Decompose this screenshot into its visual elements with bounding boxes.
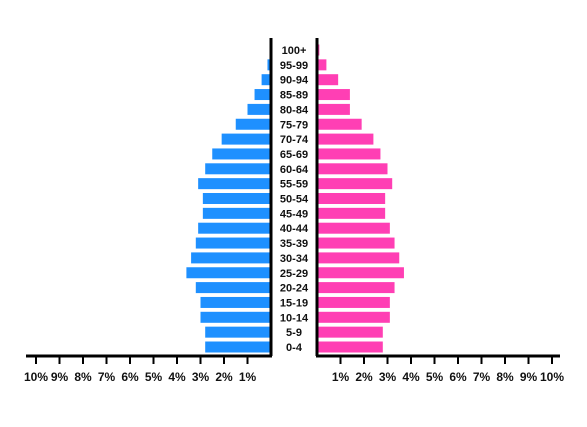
bar-left-65-69	[212, 148, 271, 160]
bar-right-90-94	[317, 74, 339, 86]
age-label-15-19: 15-19	[280, 297, 308, 309]
bar-right-25-29	[317, 267, 404, 279]
bar-left-25-29	[186, 267, 271, 279]
age-label-85-89: 85-89	[280, 90, 308, 102]
bar-right-80-84	[317, 103, 350, 115]
age-label-65-69: 65-69	[280, 149, 308, 161]
age-label-95-99: 95-99	[280, 60, 308, 72]
bar-left-70-74	[221, 133, 271, 145]
tick-label-right-1: 1%	[332, 370, 350, 384]
tick-label-left-9: 9%	[51, 370, 69, 384]
age-label-5-9: 5-9	[286, 327, 302, 339]
axes	[26, 38, 560, 358]
tick-label-right-4: 4%	[402, 370, 420, 384]
bar-right-5-9	[317, 326, 383, 338]
bar-left-10-14	[200, 311, 271, 323]
tick-label-left-1: 1%	[239, 370, 257, 384]
bar-left-55-59	[198, 178, 271, 190]
bar-left-95-99	[267, 59, 271, 71]
age-label-100+: 100+	[282, 45, 307, 57]
bar-left-90-94	[261, 74, 271, 86]
age-label-70-74: 70-74	[280, 134, 309, 146]
age-label-0-4: 0-4	[286, 342, 303, 354]
tick-label-left-8: 8%	[74, 370, 92, 384]
bar-right-20-24	[317, 282, 395, 294]
age-label-55-59: 55-59	[280, 179, 308, 191]
bar-right-70-74	[317, 133, 374, 145]
bar-right-50-54	[317, 193, 386, 204]
bar-left-5-9	[205, 326, 271, 338]
bar-left-15-19	[200, 296, 271, 308]
age-label-40-44: 40-44	[280, 223, 309, 235]
bar-left-75-79	[235, 118, 271, 130]
bar-right-45-49	[317, 207, 386, 219]
tick-label-right-2: 2%	[355, 370, 373, 384]
bar-left-35-39	[195, 237, 271, 249]
bar-right-40-44	[317, 222, 390, 234]
tick-label-left-3: 3%	[192, 370, 210, 384]
bar-right-85-89	[317, 89, 350, 101]
age-label-90-94: 90-94	[280, 75, 309, 87]
age-label-35-39: 35-39	[280, 238, 308, 250]
tick-label-right-6: 6%	[449, 370, 467, 384]
age-label-10-14: 10-14	[280, 312, 309, 324]
tick-label-right-10: 10%	[540, 370, 564, 384]
bar-left-30-34	[191, 252, 271, 264]
bar-left-40-44	[198, 222, 271, 234]
tick-label-right-9: 9%	[520, 370, 538, 384]
age-label-30-34: 30-34	[280, 253, 309, 265]
bar-left-50-54	[202, 193, 271, 204]
bar-right-95-99	[317, 59, 327, 71]
bar-left-20-24	[195, 282, 271, 294]
bar-left-0-4	[205, 341, 271, 353]
tick-label-left-4: 4%	[168, 370, 186, 384]
age-label-80-84: 80-84	[280, 104, 309, 116]
tick-label-right-3: 3%	[379, 370, 397, 384]
bar-right-35-39	[317, 237, 395, 249]
male-bars	[186, 59, 271, 353]
bar-right-15-19	[317, 296, 390, 308]
bar-right-55-59	[317, 178, 393, 190]
bar-left-60-64	[205, 163, 271, 175]
tick-label-left-10: 10%	[24, 370, 48, 384]
age-label-50-54: 50-54	[280, 194, 309, 206]
bar-left-45-49	[202, 207, 271, 219]
age-label-20-24: 20-24	[280, 283, 309, 295]
bar-right-30-34	[317, 252, 400, 264]
bar-right-75-79	[317, 118, 362, 130]
tick-label-right-7: 7%	[473, 370, 491, 384]
age-group-labels: 0-4 5-9 10-14 15-19 20-24 25-29 30-34 35-39 40-4…	[280, 45, 309, 354]
tick-label-left-2: 2%	[215, 370, 233, 384]
age-label-60-64: 60-64	[280, 164, 309, 176]
age-label-45-49: 45-49	[280, 208, 308, 220]
bar-right-65-69	[317, 148, 381, 160]
bar-right-10-14	[317, 311, 390, 323]
bar-left-80-84	[247, 103, 271, 115]
age-label-75-79: 75-79	[280, 119, 308, 131]
bar-right-60-64	[317, 163, 388, 175]
tick-label-right-8: 8%	[496, 370, 514, 384]
bar-left-85-89	[254, 89, 271, 101]
female-bars	[317, 44, 404, 353]
bar-right-0-4	[317, 341, 383, 353]
x-axis-ticks: 10% 9% 8% 7% 6% 5% 4% 3% 2% 1% 1% 2% 3% 4% 5% 6% 7% 8% 9% 1…	[24, 356, 564, 384]
tick-label-left-7: 7%	[98, 370, 116, 384]
tick-label-left-5: 5%	[145, 370, 163, 384]
age-label-25-29: 25-29	[280, 268, 308, 280]
tick-label-left-6: 6%	[121, 370, 139, 384]
tick-label-right-5: 5%	[426, 370, 444, 384]
